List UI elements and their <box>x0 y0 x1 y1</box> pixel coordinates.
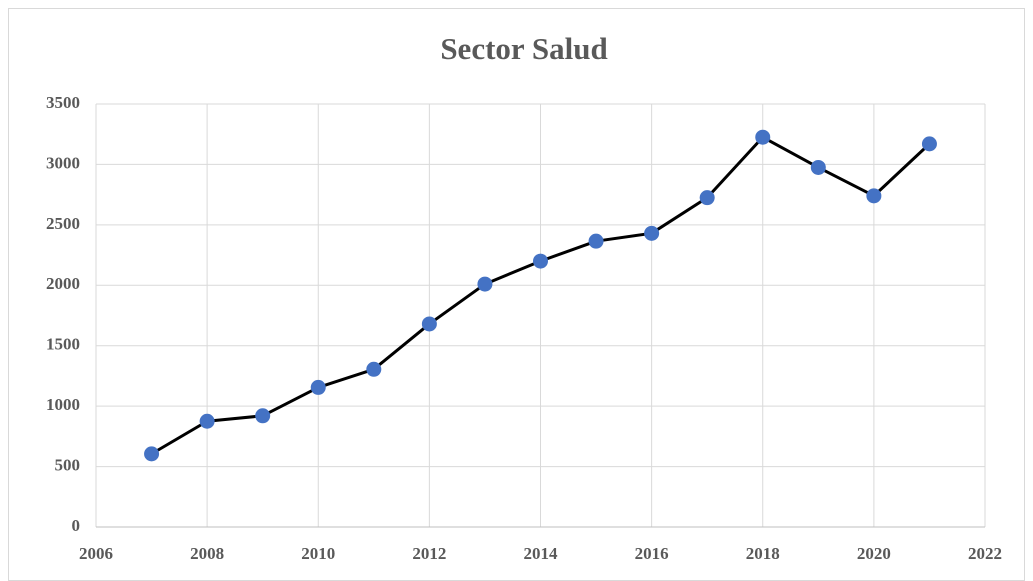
y-tick-label: 3500 <box>46 93 80 112</box>
y-tick-label: 1500 <box>46 335 80 354</box>
data-point <box>921 136 937 152</box>
data-point <box>588 233 604 249</box>
x-tick-label: 2012 <box>412 544 446 563</box>
data-point <box>199 413 215 429</box>
chart-border <box>8 8 1025 581</box>
x-tick-label: 2006 <box>79 544 113 563</box>
x-tick-label: 2010 <box>301 544 335 563</box>
data-point <box>366 361 382 377</box>
x-tick-label: 2014 <box>524 544 559 563</box>
x-tick-label: 2020 <box>857 544 891 563</box>
data-point <box>755 129 771 145</box>
data-point <box>310 379 326 395</box>
y-tick-label: 2000 <box>46 274 80 293</box>
data-point <box>644 225 660 241</box>
data-point <box>866 188 882 204</box>
data-point <box>699 190 715 206</box>
y-tick-label: 0 <box>72 516 81 535</box>
data-point <box>810 159 826 175</box>
chart-title: Sector Salud <box>440 31 607 66</box>
x-tick-label: 2008 <box>190 544 224 563</box>
data-point <box>144 446 160 462</box>
data-point <box>477 276 493 292</box>
x-tick-label: 2018 <box>746 544 780 563</box>
y-tick-label: 500 <box>55 455 81 474</box>
y-tick-label: 3000 <box>46 153 80 172</box>
data-point <box>533 253 548 269</box>
data-point <box>255 408 271 424</box>
y-tick-label: 1000 <box>46 395 80 414</box>
x-tick-label: 2022 <box>968 544 1002 563</box>
y-tick-label: 2500 <box>46 214 80 233</box>
data-point <box>421 316 437 332</box>
x-tick-label: 2016 <box>635 544 669 563</box>
